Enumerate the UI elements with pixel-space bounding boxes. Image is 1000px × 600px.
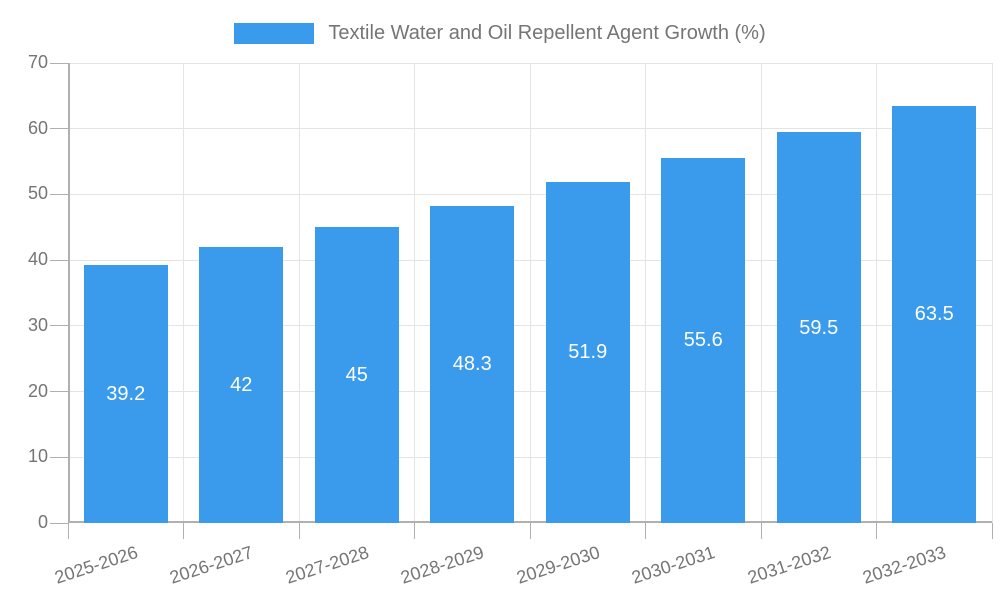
bar-value-label: 59.5 [799,316,839,339]
y-tick [50,193,68,195]
x-axis-label: 2031-2032 [744,542,833,588]
x-axis-label: 2029-2030 [513,542,602,588]
x-axis-label: 2026-2027 [167,542,256,588]
chart-legend[interactable]: Textile Water and Oil Repellent Agent Gr… [0,21,1000,45]
x-gridline [298,63,300,523]
y-axis-label: 70 [27,52,48,72]
bar-value-label: 51.9 [568,341,608,364]
y-axis-line [68,63,70,523]
x-gridline [529,63,531,523]
y-tick [50,522,68,524]
x-gridline [645,63,646,523]
x-gridline [876,63,877,523]
bar-value-label: 42 [230,374,253,396]
plot-area: 0 10 20 30 40 50 60 70 39.2 2025-2026 42 2026-2027 4… [28,52,993,588]
y-tick [50,456,68,458]
y-axis-label: 30 [27,314,48,335]
bar-value-label: 45 [345,364,368,387]
bar[interactable]: 59.5 [776,132,861,523]
bar-value-label: 63.5 [914,303,954,326]
x-axis-label: 2027-2028 [282,542,371,588]
x-axis-label: 2025-2026 [51,542,140,588]
bar[interactable]: 63.5 [892,105,977,523]
x-tick [298,523,300,539]
y-axis-label: 40 [27,249,48,270]
y-tick [50,325,68,327]
x-gridline [414,63,415,523]
bar[interactable]: 39.2 [83,265,168,523]
legend-label: Textile Water and Oil Repellent Agent Gr… [328,22,766,44]
y-tick [50,391,68,393]
y-axis-label: 60 [27,117,48,138]
x-gridline [183,63,184,523]
y-axis-label: 20 [27,380,48,401]
x-axis-label: 2032-2033 [860,542,949,588]
x-tick [414,523,415,539]
bar[interactable]: 45 [314,227,399,523]
x-tick [760,523,762,539]
x-tick [876,523,877,539]
bar[interactable]: 51.9 [545,181,630,523]
y-tick [50,63,68,64]
x-gridline [760,63,762,523]
bar-value-label: 39.2 [106,383,146,406]
x-tick [183,523,184,539]
bar-value-label: 55.6 [683,329,723,352]
x-tick [529,523,531,539]
bar[interactable]: 42 [199,247,284,523]
bar-value-label: 48.3 [452,353,492,376]
y-axis-label: 0 [37,512,48,532]
x-tick [68,523,69,539]
y-tick [50,259,68,261]
bar[interactable]: 48.3 [430,205,515,523]
x-axis-label: 2028-2029 [398,542,487,588]
legend-swatch [234,22,315,44]
x-axis-label: 2030-2031 [629,542,718,588]
x-tick [991,523,993,539]
y-axis-label: 10 [27,446,48,467]
y-tick [50,128,68,130]
x-axis-line [68,521,992,523]
x-gridline [991,63,993,523]
x-tick [645,523,646,539]
bar[interactable]: 55.6 [661,157,746,523]
y-axis-label: 50 [27,183,48,204]
